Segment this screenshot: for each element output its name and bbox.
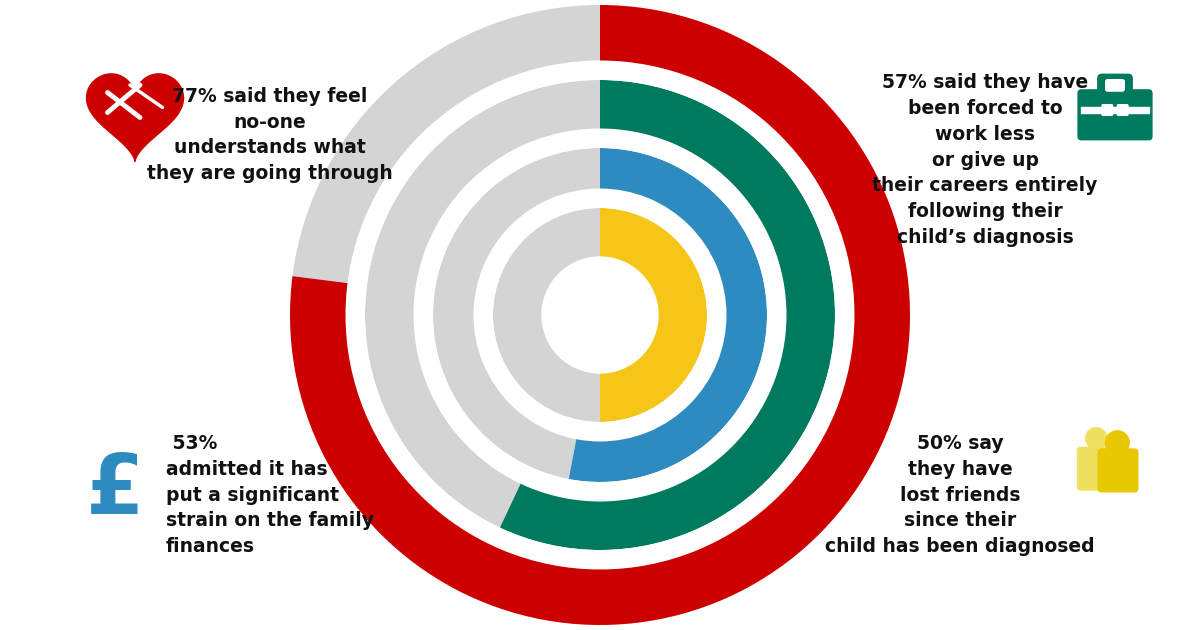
Wedge shape [414,129,786,501]
Text: 77% said they feel
no-one
understands what
they are going through: 77% said they feel no-one understands wh… [148,87,392,183]
Wedge shape [500,80,835,550]
Circle shape [542,257,658,373]
Text: 53%
admitted it has
put a significant
strain on the family
finances: 53% admitted it has put a significant st… [166,434,374,556]
Wedge shape [433,148,600,479]
Wedge shape [365,80,600,528]
Wedge shape [350,65,850,565]
Wedge shape [418,133,782,497]
Text: £: £ [85,449,144,530]
FancyBboxPatch shape [1105,79,1124,91]
Text: 50% say
they have
lost friends
since their
child has been diagnosed: 50% say they have lost friends since the… [826,434,1094,556]
FancyBboxPatch shape [1102,105,1112,115]
FancyBboxPatch shape [1117,105,1128,115]
Wedge shape [600,208,707,422]
Bar [1081,107,1148,113]
FancyBboxPatch shape [1076,447,1116,491]
Wedge shape [478,193,722,437]
Wedge shape [290,5,910,625]
Wedge shape [493,208,600,422]
FancyBboxPatch shape [1098,449,1139,493]
FancyBboxPatch shape [1078,89,1152,140]
Circle shape [1086,428,1106,449]
Polygon shape [86,74,184,161]
Text: 57% said they have
been forced to
work less
or give up
their careers entirely
fo: 57% said they have been forced to work l… [872,73,1098,247]
Wedge shape [569,148,767,482]
Wedge shape [346,60,854,570]
Wedge shape [293,5,600,284]
Wedge shape [474,188,726,442]
FancyBboxPatch shape [1098,74,1133,96]
Circle shape [1105,431,1129,455]
